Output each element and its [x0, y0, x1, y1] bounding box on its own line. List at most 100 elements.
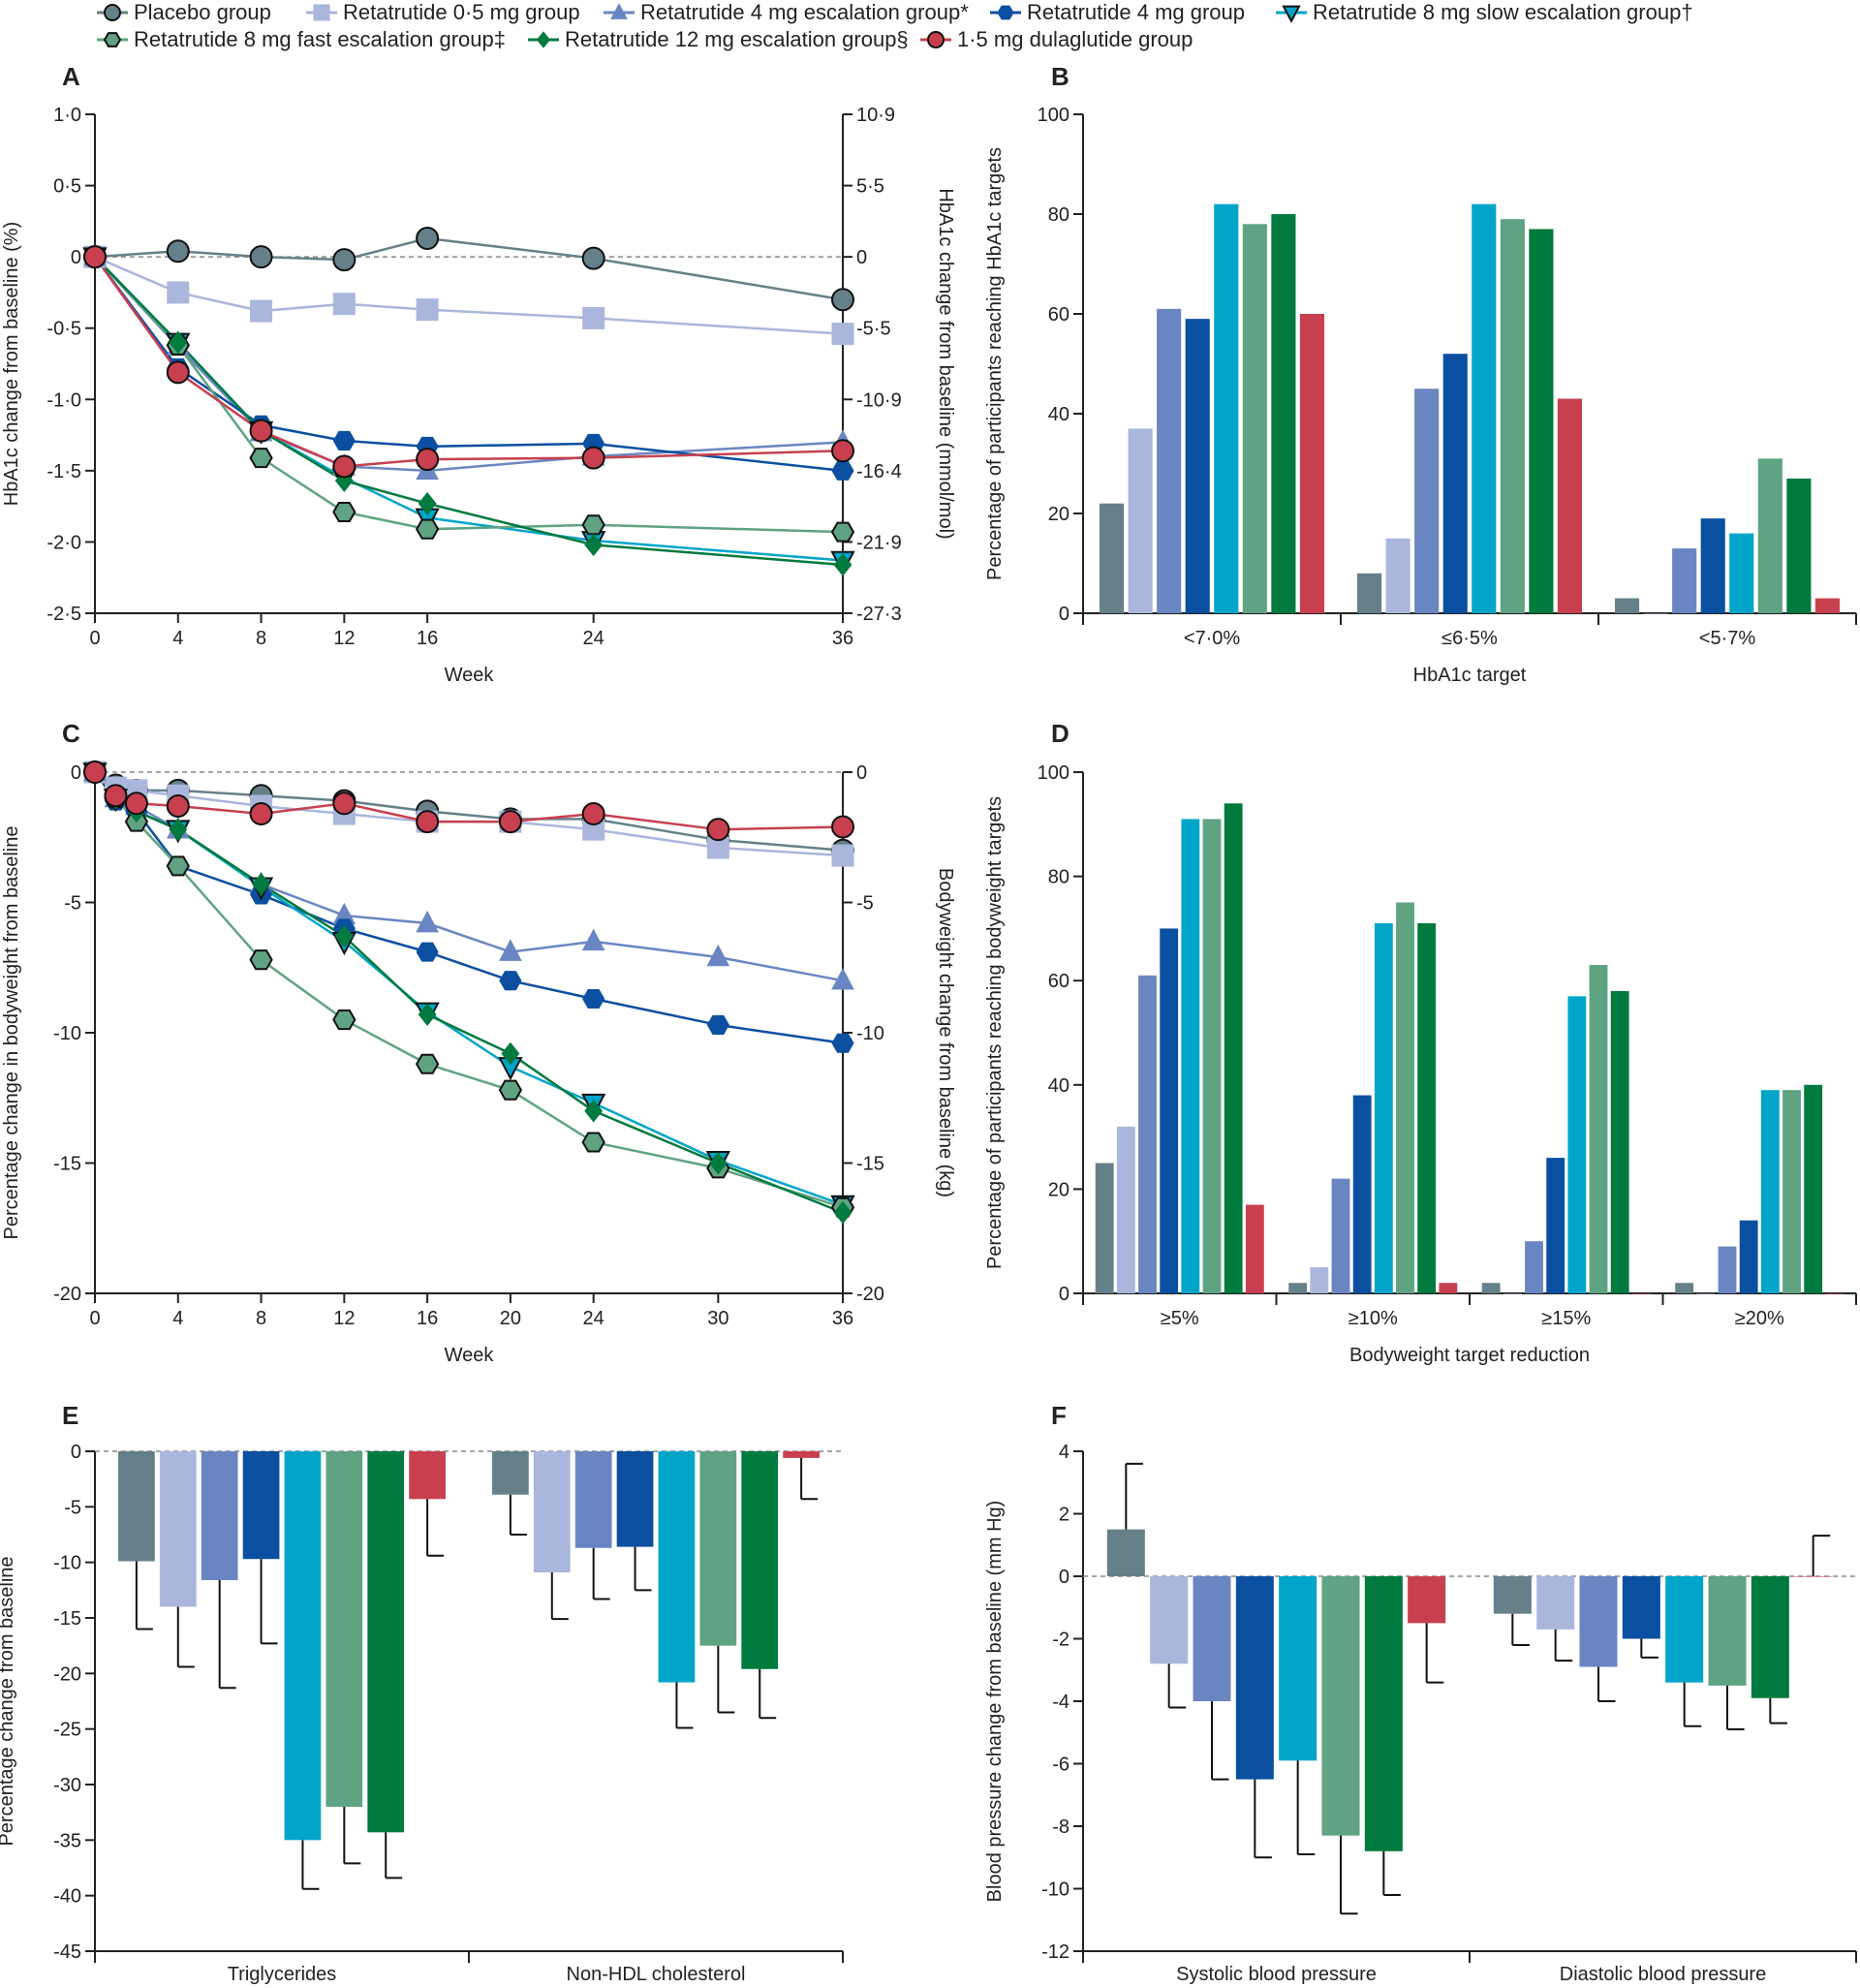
bar	[1718, 1246, 1737, 1293]
y-axis-label: Percentage of participants reaching HbA1…	[984, 147, 1006, 580]
bar	[1643, 613, 1668, 614]
data-point	[581, 1132, 605, 1153]
series-6	[1364, 1576, 1789, 1896]
series-0	[94, 236, 844, 301]
data-point	[332, 502, 356, 523]
x-axis-label: Bodyweight target reduction	[1349, 1345, 1590, 1366]
data-point	[831, 439, 854, 463]
x-tick-label: 36	[832, 628, 853, 649]
y-tick-label: 0	[1059, 1567, 1070, 1588]
series-0	[1095, 1163, 1694, 1293]
data-point	[249, 245, 273, 269]
data-point	[252, 872, 270, 896]
y-tick-label: -20	[53, 1663, 81, 1685]
series-0	[1106, 1462, 1532, 1646]
series-markers-6	[85, 245, 852, 576]
bar	[1665, 1576, 1704, 1683]
series-1	[94, 771, 844, 857]
y-tick-label: -2	[1052, 1630, 1070, 1651]
bar	[1138, 975, 1157, 1293]
bar	[1271, 214, 1296, 613]
bar	[1352, 1095, 1372, 1293]
bar	[783, 1451, 820, 1458]
bar	[201, 1451, 238, 1581]
x-tick-label: 8	[256, 1308, 266, 1329]
data-point	[582, 306, 605, 329]
y-tick-label: -45	[53, 1941, 81, 1963]
series-5	[1202, 819, 1801, 1293]
y-tick-label: 100	[1038, 105, 1070, 126]
bar	[616, 1451, 654, 1547]
bar	[1610, 990, 1629, 1293]
panel-a: A 1·0 0·5 0 -0·5 -1·0 -1·5 -2·0 -2·5 HbA1c change…	[1, 62, 956, 686]
bar	[1708, 1576, 1747, 1686]
series-line	[94, 256, 844, 473]
legend-label: Retatrutide 4 mg group	[1027, 0, 1246, 24]
data-point	[249, 419, 273, 443]
data-point	[249, 802, 273, 826]
legend-label: Retatrutide 4 mg escalation group*	[640, 0, 969, 24]
series-1	[1128, 428, 1668, 614]
series-1	[1116, 1126, 1716, 1294]
square-marker-icon	[306, 4, 337, 21]
series-line	[93, 771, 844, 1044]
series-4	[94, 771, 844, 1206]
series-3	[1235, 1576, 1660, 1859]
y-tick-label-right: 0	[856, 762, 867, 784]
bar	[741, 1451, 779, 1669]
data-point	[581, 514, 605, 536]
category-label: ≤6·5%	[1442, 628, 1498, 649]
data-point	[833, 1200, 852, 1225]
bar	[242, 1451, 280, 1560]
bar	[1557, 398, 1583, 613]
category-label: ≥10%	[1348, 1308, 1398, 1329]
bar	[492, 1451, 529, 1495]
y-tick-label: -0·5	[46, 319, 81, 340]
series-0	[1099, 503, 1640, 613]
data-point	[169, 330, 188, 355]
series-0	[118, 1451, 529, 1631]
diamond-marker-icon	[528, 31, 559, 48]
y-tick-label: 80	[1048, 867, 1070, 888]
series-3	[93, 771, 844, 1044]
data-point	[332, 248, 356, 272]
y-tick-label: 40	[1048, 1075, 1070, 1097]
bar	[1364, 1576, 1403, 1851]
y-tick-label: -2·5	[46, 604, 81, 625]
bar	[1500, 219, 1525, 613]
bar	[1622, 1576, 1660, 1639]
y-tick-label: 100	[1038, 762, 1070, 784]
bar	[1675, 1283, 1694, 1293]
x-tick-label: 30	[707, 1308, 728, 1329]
bar	[409, 1451, 446, 1500]
y-tick-label: -10	[1041, 1879, 1070, 1901]
panel-label: A	[62, 62, 80, 91]
x-tick-label: 4	[172, 1308, 183, 1329]
bar	[1739, 1220, 1758, 1293]
data-point	[416, 227, 440, 251]
series-5	[1242, 219, 1782, 614]
series-markers-2	[83, 243, 854, 481]
bar	[1782, 1090, 1801, 1293]
series-0	[94, 770, 844, 852]
y-tick-label: 0	[1059, 1284, 1070, 1305]
x-tick-label: 16	[417, 628, 438, 649]
series-2	[201, 1451, 612, 1690]
bar	[574, 1451, 612, 1548]
data-point	[501, 1041, 520, 1066]
series-3	[242, 1451, 654, 1645]
series-markers-5	[82, 246, 855, 543]
bar	[1729, 533, 1754, 613]
series-line	[93, 256, 844, 468]
series-2	[1193, 1576, 1618, 1781]
series-markers-7	[83, 761, 854, 842]
y-tick-label: 1·0	[53, 105, 81, 126]
y-tick-label: -8	[1052, 1817, 1070, 1838]
series-4	[284, 1451, 696, 1890]
data-point	[415, 1053, 440, 1074]
series-5	[326, 1451, 737, 1865]
data-point	[166, 239, 190, 264]
y-tick-label-right: -27·3	[856, 604, 902, 625]
data-point	[415, 518, 440, 540]
